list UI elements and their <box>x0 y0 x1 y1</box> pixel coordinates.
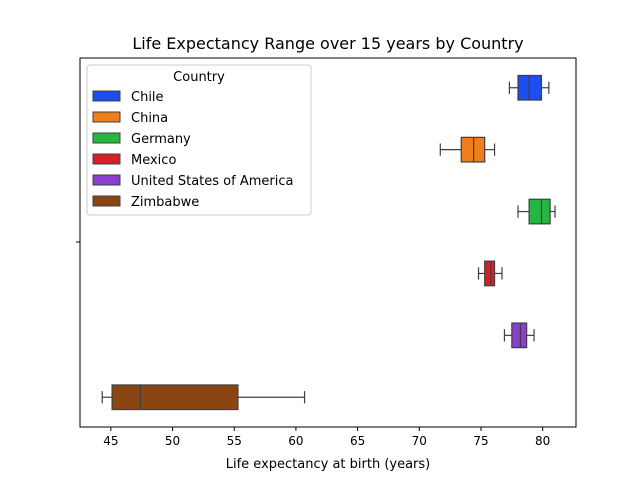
legend-label: Mexico <box>131 153 176 168</box>
legend-label: Zimbabwe <box>131 195 199 210</box>
box-mexico <box>477 260 503 287</box>
box <box>484 260 496 287</box>
box-china <box>439 136 496 163</box>
legend-label: China <box>131 111 168 126</box>
legend-swatch <box>92 111 121 123</box>
box <box>460 136 486 163</box>
box-zimbabwe <box>101 384 306 411</box>
legend-swatch <box>92 132 121 144</box>
box-germany <box>517 198 556 225</box>
legend: Country Chile China Germany Mexico United St… <box>86 64 312 216</box>
legend-swatch <box>92 174 121 186</box>
x-axis-label: Life expectancy at birth (years) <box>226 457 431 472</box>
x-tick-label: 80 <box>535 434 550 448</box>
legend-title: Country <box>173 70 225 85</box>
legend-item-china: China <box>92 111 168 126</box>
box-united-states-of-america <box>503 322 535 349</box>
x-tick-label: 50 <box>165 434 180 448</box>
box-chile <box>508 74 550 101</box>
legend-item-germany: Germany <box>92 132 191 147</box>
x-tick-label: 65 <box>350 434 365 448</box>
x-tick-label: 45 <box>103 434 118 448</box>
box <box>111 384 239 411</box>
legend-label: United States of America <box>131 174 293 189</box>
legend-items: Chile China Germany Mexico United States of … <box>92 90 293 210</box>
legend-item-united-states-of-america: United States of America <box>92 174 293 189</box>
legend-item-mexico: Mexico <box>92 153 176 168</box>
chart-title: Life Expectancy Range over 15 years by C… <box>132 34 523 53</box>
legend-label: Chile <box>131 90 164 105</box>
legend-item-chile: Chile <box>92 90 164 105</box>
legend-swatch <box>92 195 121 207</box>
box-plot-group <box>101 74 556 411</box>
box <box>528 198 551 225</box>
x-tick-label: 70 <box>412 434 427 448</box>
x-tick-label: 75 <box>473 434 488 448</box>
box <box>511 322 528 349</box>
legend-swatch <box>92 153 121 165</box>
legend-item-zimbabwe: Zimbabwe <box>92 195 199 210</box>
x-tick-label: 60 <box>288 434 303 448</box>
x-axis: 45 50 55 60 65 70 75 80 <box>103 427 550 448</box>
x-tick-label: 55 <box>227 434 242 448</box>
legend-swatch <box>92 90 121 102</box>
legend-label: Germany <box>131 132 191 147</box>
box <box>517 74 543 101</box>
legend-frame <box>86 64 312 216</box>
